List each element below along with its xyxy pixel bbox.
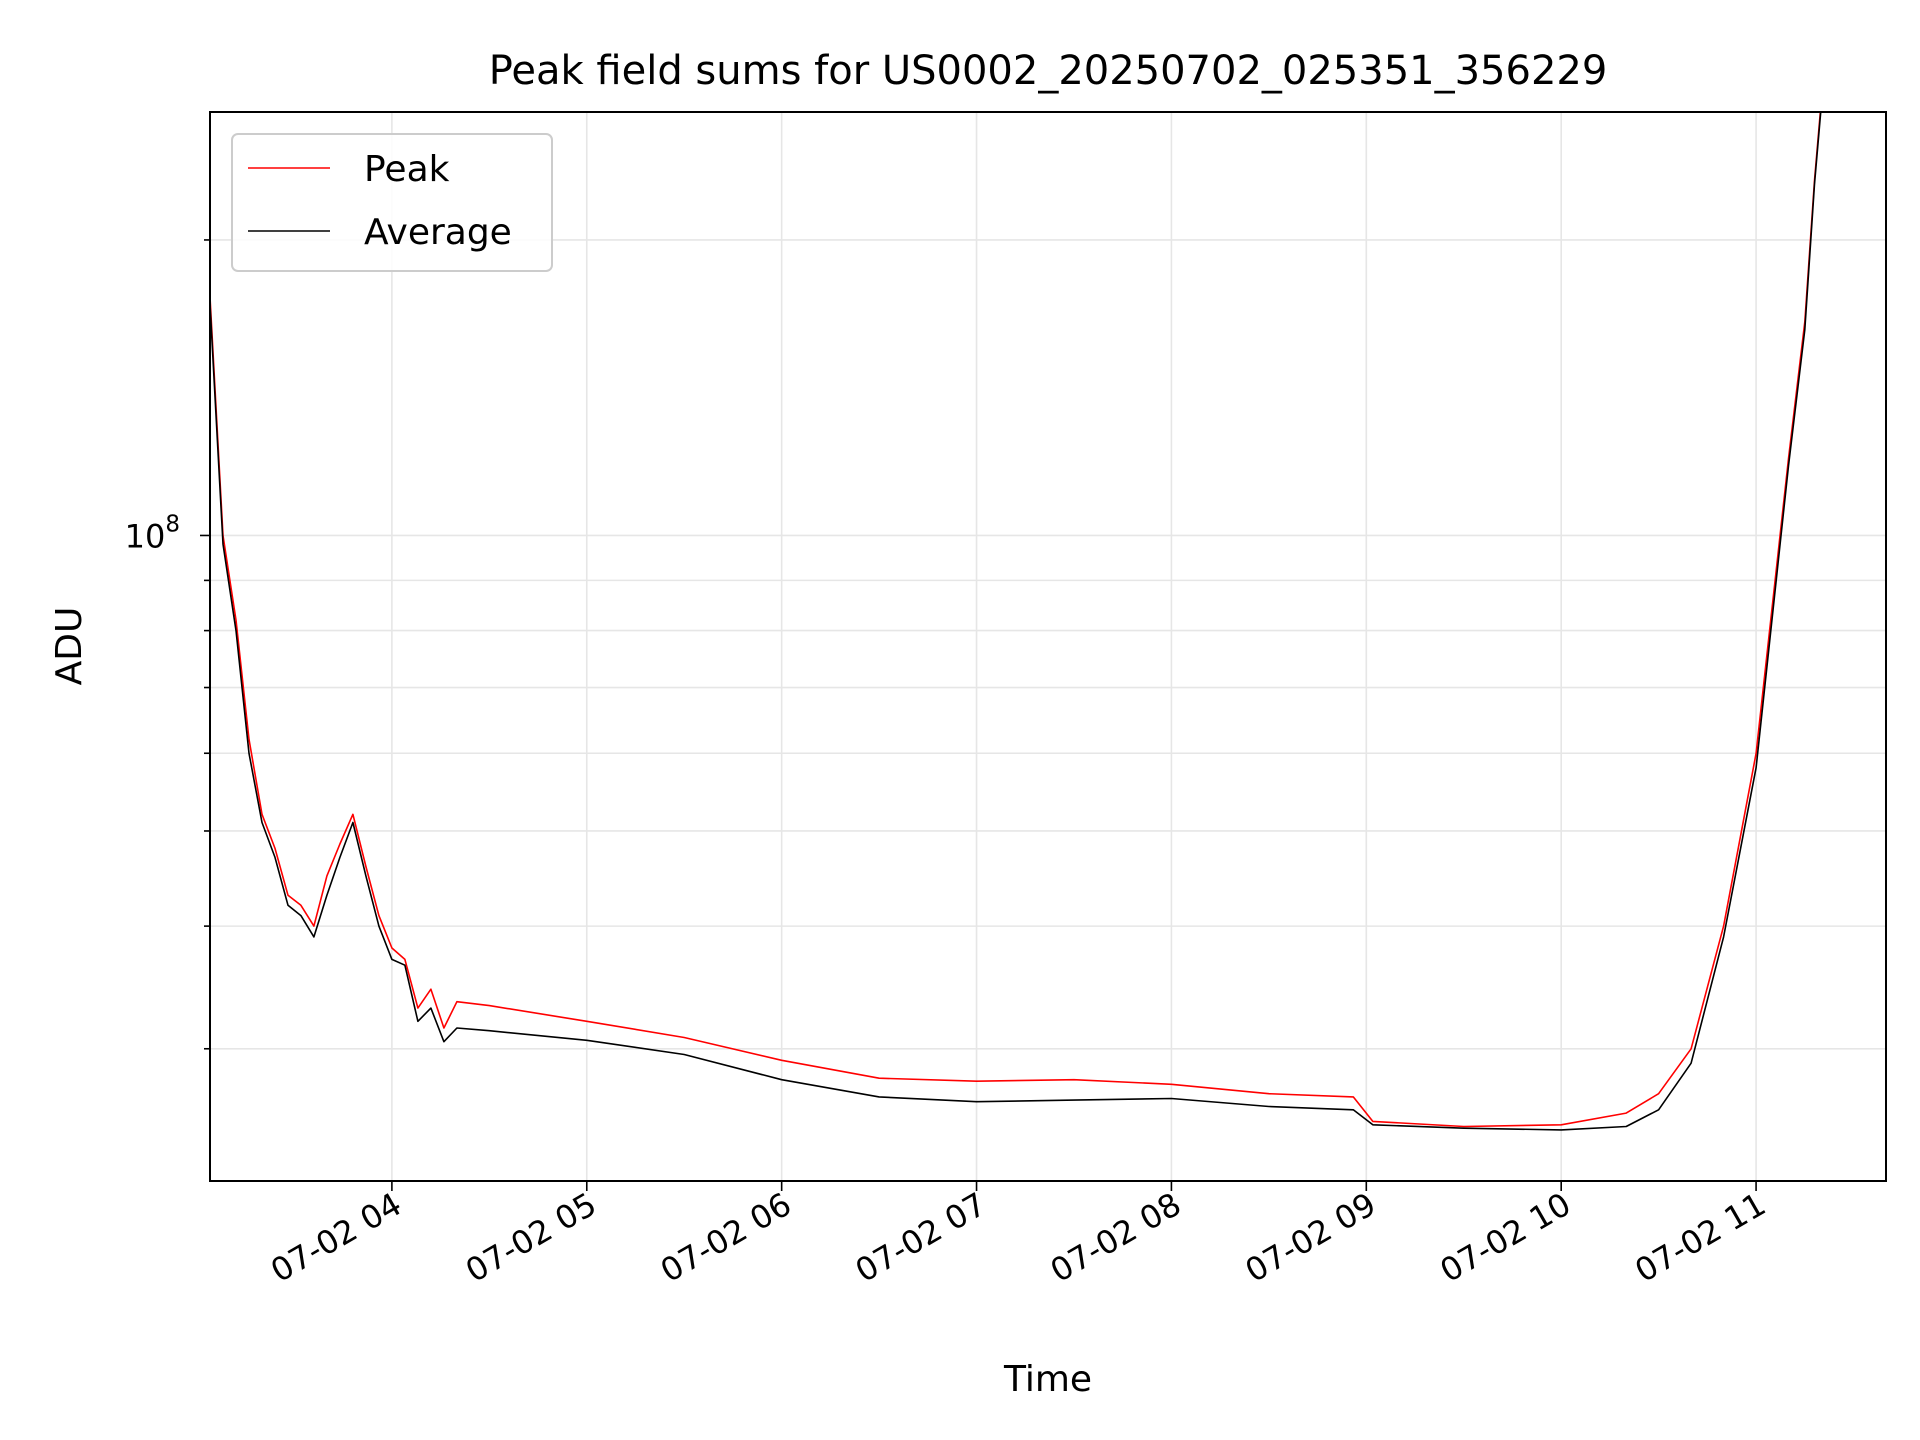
series-line-peak (210, 112, 1822, 1128)
y-tick-label: 108 (125, 511, 180, 555)
series-layer (210, 112, 1822, 1131)
y-axis-ticks: 108 (125, 239, 210, 1050)
legend-peak-label: Peak (364, 149, 450, 190)
plot-area-frame (209, 111, 1887, 1182)
chart-title: Peak field sums for US0002_20250702_0253… (489, 48, 1608, 94)
grid-lines (210, 112, 1886, 1181)
legend: Peak Average (231, 133, 553, 272)
y-axis-label: ADU (49, 607, 90, 686)
legend-average-label: Average (364, 212, 512, 253)
series-line-average (210, 112, 1822, 1131)
x-axis-label: Time (1003, 1359, 1092, 1400)
